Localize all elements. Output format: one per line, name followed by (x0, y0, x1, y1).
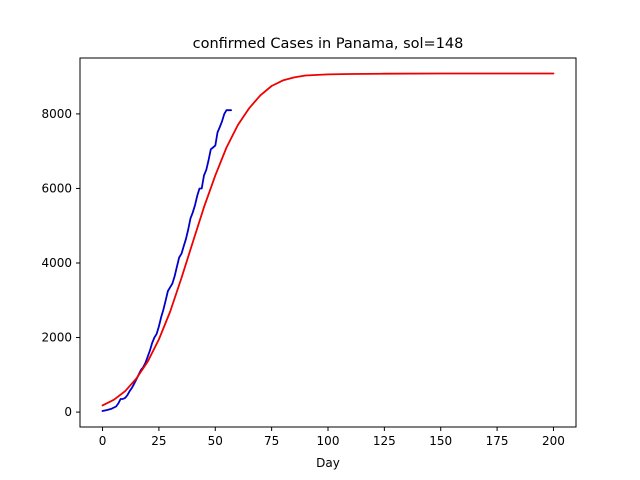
x-tick-label: 175 (486, 434, 509, 448)
y-tick-label: 8000 (41, 107, 72, 121)
y-tick-label: 0 (64, 405, 72, 419)
x-tick-label: 75 (264, 434, 279, 448)
plot-area (80, 58, 576, 427)
x-tick-label: 25 (151, 434, 166, 448)
x-tick-label: 150 (429, 434, 452, 448)
y-tick-label: 6000 (41, 181, 72, 195)
y-tick-label: 4000 (41, 256, 72, 270)
x-tick-label: 100 (317, 434, 340, 448)
chart-title: confirmed Cases in Panama, sol=148 (193, 36, 464, 52)
x-axis-label: Day (316, 456, 340, 470)
series-group (101, 72, 555, 412)
x-tick-label: 50 (208, 434, 223, 448)
x-tick-label: 125 (373, 434, 396, 448)
y-tick-label: 2000 (41, 331, 72, 345)
x-tick-label: 0 (99, 434, 107, 448)
plot-frame (79, 57, 577, 428)
plot-background (80, 58, 576, 427)
series-line-confirmed (101, 109, 233, 412)
series-line-fit (101, 72, 555, 407)
x-tick-label: 200 (542, 434, 565, 448)
